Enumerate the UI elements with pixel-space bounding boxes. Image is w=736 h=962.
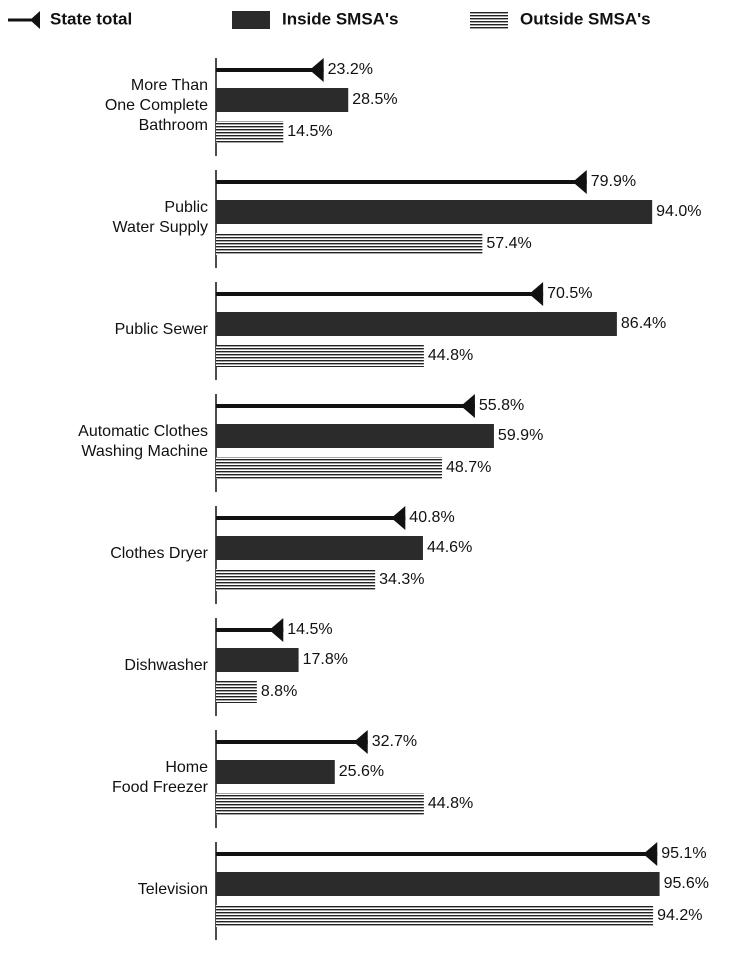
bar-marker	[269, 618, 284, 642]
category-label-line: Television	[138, 881, 208, 898]
value-label: 79.9%	[591, 173, 636, 190]
category-label-line: Dishwasher	[124, 657, 208, 674]
legend-swatch	[470, 11, 508, 29]
value-label: 44.8%	[428, 347, 473, 364]
bar-marker	[391, 506, 406, 530]
bar	[216, 648, 299, 672]
value-label: 57.4%	[486, 235, 531, 252]
category-label-line: More Than	[131, 77, 208, 94]
category-label: Television	[138, 881, 208, 898]
value-label: 70.5%	[547, 285, 592, 302]
value-label: 32.7%	[372, 733, 417, 750]
category-label: Public Sewer	[115, 321, 209, 338]
value-label: 28.5%	[352, 91, 397, 108]
category-label-line: Home	[165, 759, 208, 776]
value-label: 25.6%	[339, 763, 384, 780]
value-label: 14.5%	[287, 123, 332, 140]
bar	[216, 424, 494, 448]
bar	[216, 457, 442, 479]
category-label-line: Public	[164, 199, 208, 216]
bar	[216, 312, 617, 336]
category-label-line: One Complete	[105, 97, 208, 114]
bar	[216, 121, 284, 143]
bar-marker	[309, 58, 324, 82]
bar-marker	[572, 170, 587, 194]
bar	[216, 760, 335, 784]
category-label: Automatic Clothes Washing Machine	[78, 423, 208, 460]
legend-swatch	[232, 11, 270, 29]
bar	[216, 569, 376, 591]
value-label: 94.2%	[657, 907, 702, 924]
value-label: 48.7%	[446, 459, 491, 476]
bar	[216, 200, 653, 224]
bar-marker	[529, 282, 544, 306]
category-label: More Than One Complete Bathroom	[105, 77, 208, 134]
legend-swatch	[30, 11, 40, 29]
bar	[216, 88, 349, 112]
value-label: 23.2%	[328, 61, 373, 78]
value-label: 8.8%	[261, 683, 297, 700]
category-label: Public Water Supply	[113, 199, 208, 236]
bar-marker	[460, 394, 475, 418]
value-label: 95.1%	[661, 845, 706, 862]
bar	[216, 536, 423, 560]
value-label: 55.8%	[479, 397, 524, 414]
category-label-line: Clothes Dryer	[110, 545, 208, 562]
category-label: Home Food Freezer	[112, 759, 209, 796]
value-label: 14.5%	[287, 621, 332, 638]
value-label: 94.0%	[656, 203, 701, 220]
value-label: 59.9%	[498, 427, 543, 444]
category-label-line: Washing Machine	[81, 443, 208, 460]
value-label: 40.8%	[409, 509, 454, 526]
bar	[216, 793, 424, 815]
category-label-line: Water Supply	[113, 219, 208, 236]
bar	[216, 233, 483, 255]
bar	[216, 905, 654, 927]
category-label-line: Public Sewer	[115, 321, 209, 338]
bar-marker	[643, 842, 658, 866]
category-label-line: Food Freezer	[112, 779, 209, 796]
category-label-line: Bathroom	[139, 117, 208, 134]
bar	[216, 681, 257, 703]
value-label: 44.6%	[427, 539, 472, 556]
value-label: 17.8%	[303, 651, 348, 668]
value-label: 95.6%	[664, 875, 709, 892]
legend-label: Inside SMSA's	[282, 9, 398, 28]
category-label: Dishwasher	[124, 657, 208, 674]
legend-label: Outside SMSA's	[520, 9, 651, 28]
bar-marker	[353, 730, 368, 754]
value-label: 86.4%	[621, 315, 666, 332]
legend-label: State total	[50, 9, 132, 28]
category-label: Clothes Dryer	[110, 545, 208, 562]
bar	[216, 345, 424, 367]
bar	[216, 872, 660, 896]
category-label-line: Automatic Clothes	[78, 423, 208, 440]
value-label: 34.3%	[379, 571, 424, 588]
value-label: 44.8%	[428, 795, 473, 812]
